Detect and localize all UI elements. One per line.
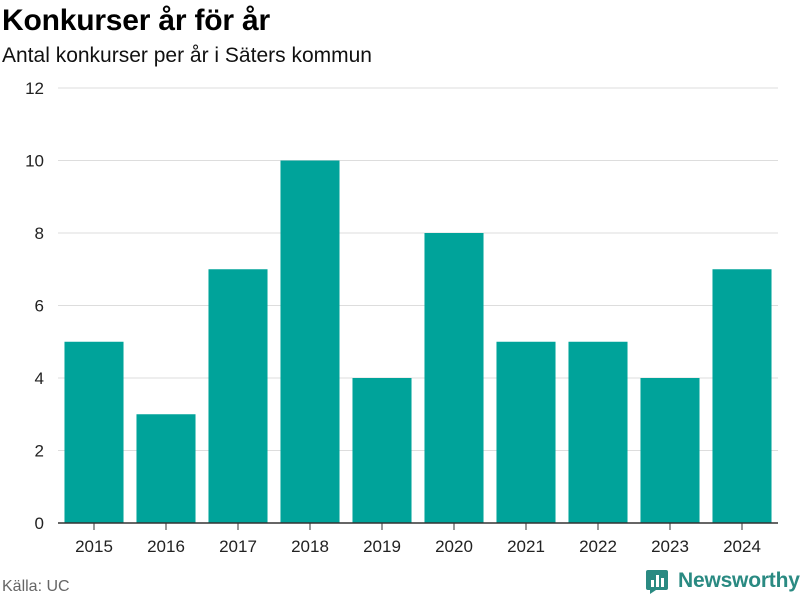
x-axis-ticks: 2015 2016 2017 2018 2019 2020 2021 2022 2023 2024: [75, 523, 761, 556]
x-tick-label: 2015: [75, 537, 113, 556]
bar-2019: [352, 378, 412, 523]
x-tick-label: 2016: [147, 537, 185, 556]
y-tick-label: 2: [35, 442, 44, 461]
chart-title: Konkurser år för år: [2, 4, 270, 37]
x-tick-label: 2019: [363, 537, 401, 556]
y-tick-label: 6: [35, 297, 44, 316]
source-note: Källa: UC: [2, 578, 70, 595]
x-tick-label: 2020: [435, 537, 473, 556]
x-tick-label: 2018: [291, 537, 329, 556]
bar-2023: [640, 378, 700, 523]
brand-name: Newsworthy: [678, 569, 800, 592]
y-tick-label: 8: [35, 224, 44, 243]
bar-chart-logo-icon: [646, 570, 668, 594]
x-tick-label: 2024: [723, 537, 761, 556]
x-tick-label: 2023: [651, 537, 689, 556]
bars: [64, 160, 772, 523]
y-tick-label: 12: [25, 79, 44, 98]
x-tick-label: 2022: [579, 537, 617, 556]
bar-2021: [496, 341, 556, 523]
x-tick-label: 2021: [507, 537, 545, 556]
bar-2020: [424, 233, 484, 523]
y-tick-label: 0: [35, 514, 44, 533]
y-tick-label: 4: [35, 369, 44, 388]
chart-subtitle: Antal konkurser per år i Säters kommun: [2, 44, 372, 67]
brand-logo: Newsworthy: [644, 568, 800, 594]
bar-2018: [280, 160, 340, 523]
bar-2017: [208, 269, 268, 523]
y-tick-label: 10: [25, 152, 44, 171]
bar-2024: [712, 269, 772, 523]
x-tick-label: 2017: [219, 537, 257, 556]
bar-2015: [64, 341, 124, 523]
y-axis-ticks: 0 2 4 6 8 10 12: [25, 79, 44, 533]
bar-2022: [568, 341, 628, 523]
bar-2016: [136, 414, 196, 523]
